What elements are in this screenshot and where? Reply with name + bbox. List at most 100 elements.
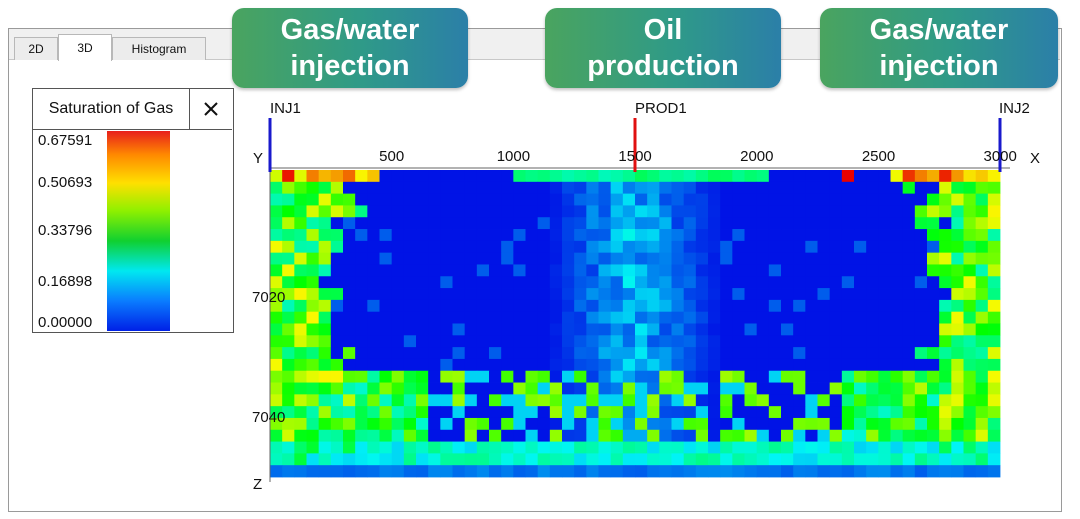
grid-cell — [854, 347, 867, 360]
grid-cell — [403, 217, 417, 230]
grid-cell — [416, 276, 429, 289]
grid-cell — [635, 288, 648, 301]
grid-cell — [452, 170, 466, 183]
grid-cell — [756, 441, 770, 454]
grid-cell — [318, 406, 332, 419]
tab[interactable]: Histogram — [112, 37, 206, 60]
grid-cell — [379, 335, 393, 348]
grid-cell — [513, 335, 526, 348]
grid-cell — [647, 370, 660, 383]
grid-cell — [975, 276, 989, 289]
grid-cell — [732, 335, 745, 348]
grid-cell — [330, 311, 344, 324]
grid-cell — [355, 240, 368, 254]
grid-cell — [355, 417, 368, 431]
grid-cell — [270, 276, 283, 289]
grid-cell — [866, 394, 879, 407]
grid-cell — [854, 453, 867, 466]
grid-cell — [890, 335, 904, 348]
grid-cell — [537, 394, 551, 407]
grid-cell — [282, 441, 295, 454]
grid-cell — [306, 240, 320, 254]
grid-cell — [294, 181, 307, 195]
grid-cell — [756, 170, 770, 183]
grid-cell — [464, 406, 478, 419]
grid-cell — [489, 453, 502, 466]
grid-cell — [708, 417, 721, 431]
grid-cell — [537, 335, 551, 348]
grid-cell — [270, 205, 283, 218]
grid-cell — [890, 205, 904, 218]
grid-cell — [318, 170, 332, 183]
grid-cell — [902, 299, 916, 313]
grid-cell — [854, 264, 867, 277]
grid-cell — [963, 276, 977, 289]
grid-cell — [927, 323, 940, 336]
grid-cell — [756, 347, 770, 360]
grid-cell — [963, 370, 977, 383]
grid-cell — [330, 347, 344, 360]
grid-cell — [306, 394, 320, 407]
grid-cell — [525, 288, 539, 301]
grid-cell — [549, 358, 563, 372]
grid-cell — [635, 417, 648, 431]
grid-cell — [428, 382, 441, 395]
grid-cell — [841, 465, 855, 478]
grid-cell — [781, 264, 794, 277]
grid-cell — [659, 465, 672, 478]
grid-cell — [343, 406, 356, 419]
grid-cell — [708, 394, 721, 407]
grid-cell — [391, 193, 405, 206]
grid-cell — [586, 370, 599, 383]
grid-cell — [975, 406, 989, 419]
grid-cell — [379, 347, 393, 360]
grid-cell — [501, 429, 514, 442]
grid-cell — [586, 181, 599, 195]
well-label: PROD1 — [635, 100, 687, 117]
grid-cell — [866, 181, 879, 195]
grid-cell — [501, 276, 514, 289]
grid-cell — [744, 465, 758, 478]
grid-cell — [732, 394, 745, 407]
grid-cell — [744, 205, 758, 218]
grid-cell — [647, 453, 660, 466]
grid-cell — [756, 240, 770, 254]
grid-cell — [683, 453, 697, 466]
grid-cell — [586, 311, 599, 324]
grid-cell — [781, 311, 794, 324]
grid-cell — [416, 370, 429, 383]
tab[interactable]: 2D — [14, 37, 58, 60]
grid-cell — [659, 170, 672, 183]
grid-cell — [367, 170, 380, 183]
grid-cell — [513, 288, 526, 301]
grid-cell — [756, 181, 770, 195]
grid-cell — [622, 240, 636, 254]
grid-cell — [951, 252, 964, 265]
grid-cell — [270, 299, 283, 313]
grid-cell — [987, 406, 1001, 419]
grid-cell — [452, 453, 466, 466]
grid-cell — [391, 347, 405, 360]
grid-cell — [975, 394, 989, 407]
grid-cell — [805, 276, 818, 289]
grid-cell — [525, 382, 539, 395]
tab-active[interactable]: 3D — [58, 34, 112, 61]
grid-cell — [610, 252, 624, 265]
grid-cell — [416, 205, 429, 218]
grid-cell — [781, 240, 794, 254]
grid-cell — [732, 465, 745, 478]
grid-cell — [562, 429, 575, 442]
grid-cell — [866, 417, 879, 431]
grid-cell — [683, 441, 697, 454]
grid-cell — [343, 299, 356, 313]
close-icon[interactable] — [190, 89, 232, 129]
grid-cell — [841, 453, 855, 466]
grid-cell — [489, 229, 502, 242]
grid-cell — [343, 311, 356, 324]
close-button[interactable] — [190, 89, 232, 130]
grid-cell — [476, 252, 490, 265]
grid-cell — [367, 240, 380, 254]
grid-cell — [768, 193, 782, 206]
grid-cell — [781, 358, 794, 372]
